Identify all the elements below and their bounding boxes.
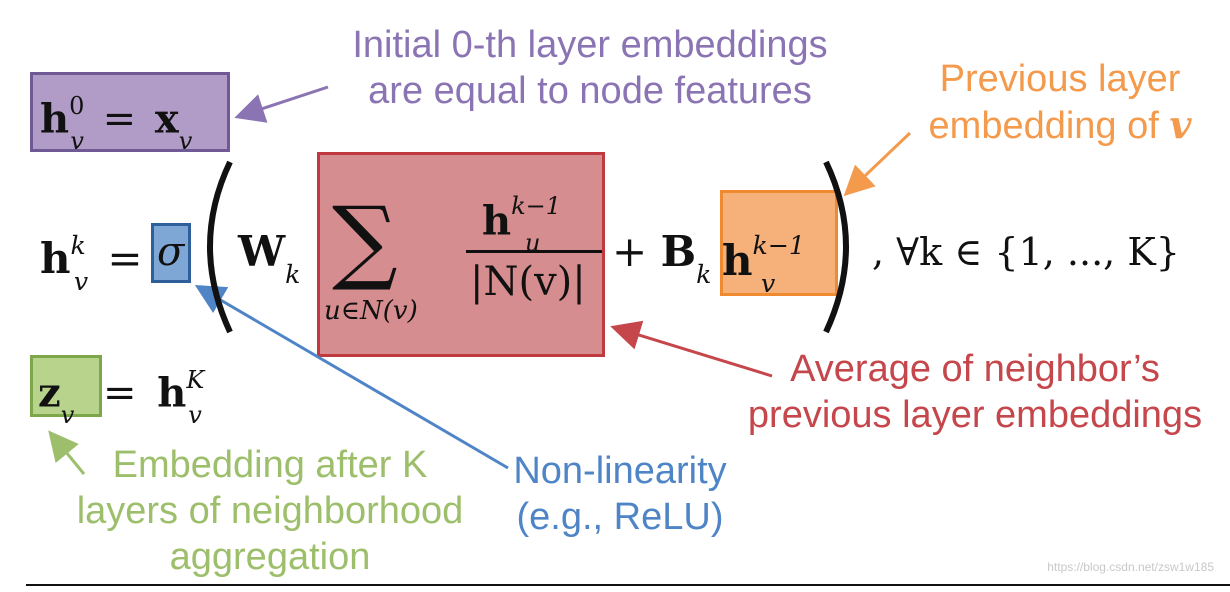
plus-bias-term: + Bk: [612, 227, 712, 290]
watermark: https://blog.csdn.net/zsw1w185: [1047, 560, 1214, 574]
h0-superscript: 0: [69, 92, 85, 120]
summation-symbol: ∑: [332, 187, 398, 294]
arrow-nonlinearity: [194, 284, 509, 470]
equation-main-lhs: hkv =: [40, 231, 143, 297]
summation-subscript: u∈N(v): [324, 296, 418, 326]
annotation-previous-layer: Previous layer embedding of v: [928, 58, 1192, 147]
fraction-bar: [466, 250, 602, 253]
forall-clause: , ∀k ∈ {1, ..., K}: [872, 230, 1180, 274]
weight-matrix: Wk: [238, 227, 301, 290]
previous-var: v: [1169, 102, 1192, 147]
average-highlight-box: [317, 152, 605, 357]
arrow-embedding: [48, 430, 86, 475]
fraction-numerator: hk−1u: [482, 192, 562, 258]
sigma-highlight-box: [151, 223, 191, 283]
annotation-embedding-after-k: Embedding after K layers of neighborhood…: [76, 444, 464, 578]
equation-h0: h0v = xv: [40, 92, 193, 156]
previous-embedding-term: hk−1v: [722, 231, 805, 299]
annotation-nonlinearity: Non-linearity (e.g., ReLU): [513, 450, 727, 538]
fraction-denominator: |N(v)|: [470, 259, 586, 305]
arrow-initial: [234, 85, 329, 123]
annotation-initial-embeddings: Initial 0-th layer embeddings are equal …: [352, 24, 828, 112]
equation-zv: zv = hKv: [38, 366, 205, 430]
arrow-previous: [843, 131, 912, 197]
h0-subscript: v: [70, 127, 84, 156]
zv-highlight-box: [30, 355, 102, 417]
h0-highlight-box: [30, 72, 230, 152]
previous-highlight-box: [720, 190, 838, 296]
annotation-average-neighbors: Average of neighbor’s previous layer emb…: [747, 348, 1203, 436]
arrow-average: [610, 320, 773, 378]
sigma-symbol: σ: [157, 229, 185, 275]
